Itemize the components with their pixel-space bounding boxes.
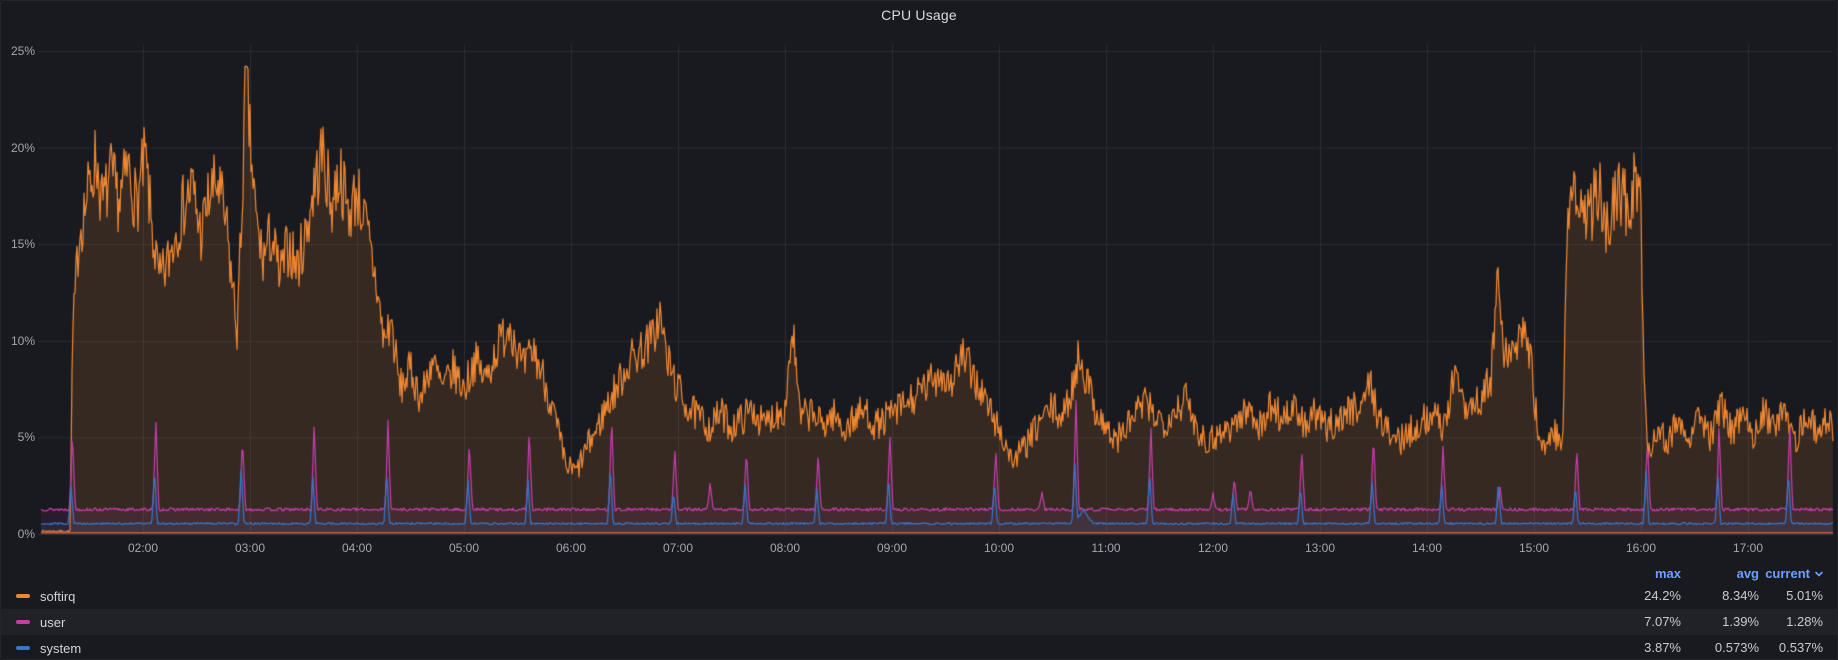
y-tick-label: 25% (10, 44, 35, 58)
legend-column-avg[interactable]: avg (1736, 566, 1759, 581)
y-tick-label: 15% (10, 237, 35, 252)
x-tick-label: 04:00 (341, 541, 373, 555)
x-tick-label: 16:00 (1625, 541, 1657, 555)
y-tick-label: 10% (10, 333, 35, 348)
legend-label-softirq[interactable]: softirq (40, 588, 76, 604)
legend-rows: softirq 24.2% 8.34% 5.01% user 7.07% 1.39% 1.28… (1, 583, 1837, 659)
legend-current-value-system: 0.537% (1778, 640, 1823, 655)
x-tick-label: 03:00 (234, 541, 266, 555)
x-tick-label: 14:00 (1411, 541, 1443, 555)
x-tick-label: 17:00 (1732, 541, 1764, 555)
legend-row-system: system 3.87% 0.573% 0.537% (1, 635, 1837, 659)
y-tick-label: 20% (10, 140, 35, 155)
legend-max-value-softirq: 24.2% (1644, 588, 1681, 603)
legend-label-user[interactable]: user (40, 614, 66, 630)
legend-avg-value-user: 1.39% (1722, 614, 1759, 629)
legend-swatch-softirq[interactable] (16, 594, 30, 598)
x-tick-label: 06:00 (555, 541, 587, 555)
sort-chevron-down-icon (1815, 571, 1823, 577)
legend-avg-value-system: 0.573% (1714, 640, 1759, 655)
legend-header: max avg current (1, 565, 1837, 583)
legend-row-softirq: softirq 24.2% 8.34% 5.01% (1, 583, 1837, 609)
legend: max avg current softirq 24.2% 8.34% 5.01% us… (1, 559, 1837, 659)
x-tick-label: 12:00 (1197, 541, 1229, 555)
legend-max-value-user: 7.07% (1644, 614, 1681, 629)
x-tick-label: 15:00 (1518, 541, 1550, 555)
legend-max-value-system: 3.87% (1644, 640, 1681, 655)
chart-canvas[interactable] (1, 1, 1837, 539)
time-series-plot: 0% 5% 10% 15% 20% 25% 02:00 03:00 04:00 05:00 06:… (1, 1, 1837, 557)
legend-column-current-label: current (1765, 566, 1810, 581)
x-tick-label: 11:00 (1091, 541, 1121, 555)
x-tick-label: 05:00 (448, 541, 480, 555)
legend-label-system[interactable]: system (40, 640, 82, 656)
x-tick-label: 02:00 (127, 541, 159, 555)
legend-avg-value-softirq: 8.34% (1722, 588, 1759, 603)
legend-column-current[interactable]: current (1715, 565, 1825, 583)
y-tick-label: 0% (17, 527, 35, 541)
legend-row-user: user 7.07% 1.39% 1.28% (1, 609, 1837, 635)
legend-swatch-user[interactable] (16, 620, 30, 624)
y-tick-label: 5% (17, 430, 35, 445)
legend-current-value-user: 1.28% (1786, 614, 1823, 629)
x-tick-label: 13:00 (1304, 541, 1336, 555)
legend-swatch-system[interactable] (16, 646, 30, 650)
legend-column-max[interactable]: max (1654, 566, 1681, 581)
x-tick-label: 09:00 (876, 541, 908, 555)
x-tick-label: 07:00 (662, 541, 694, 555)
x-tick-label: 10:00 (983, 541, 1015, 555)
legend-current-value-softirq: 5.01% (1786, 588, 1823, 603)
x-tick-label: 08:00 (769, 541, 801, 555)
